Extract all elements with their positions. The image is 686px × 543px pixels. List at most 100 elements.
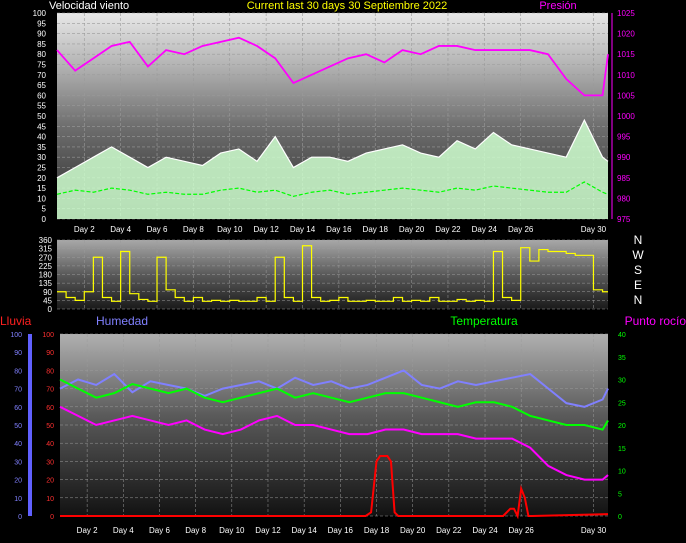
x-tick-label: Day 8 <box>185 526 206 535</box>
temperature-tick-label: 5 <box>618 491 622 498</box>
humidity-tick-label: 70 <box>46 387 54 394</box>
y-tick-label: 40 <box>37 133 46 142</box>
pressure-label: Presión <box>539 0 576 12</box>
wind-pressure-series <box>56 36 609 219</box>
average-wind-line <box>56 181 609 197</box>
x-tick-label: Day 4 <box>110 225 131 234</box>
x-tick-label: Day 10 <box>217 225 243 234</box>
y-tick-label: 85 <box>37 40 46 49</box>
direction-tick-label: 90 <box>43 288 52 297</box>
humidity-tick-label: 80 <box>46 368 54 375</box>
pressure-tick-label: 995 <box>617 133 631 142</box>
temperature-y-axis: 0 5 10 15 20 25 30 35 40 <box>618 332 626 521</box>
humidity-tick-label: 60 <box>46 405 54 412</box>
x-tick-label: Day 2 <box>77 526 98 535</box>
x-tick-label: Day 24 <box>472 225 498 234</box>
x-tick-label: Day 12 <box>255 526 281 535</box>
direction-series <box>57 245 608 302</box>
x-tick-label: Day 22 <box>436 526 462 535</box>
y-tick-label: 35 <box>37 143 46 152</box>
rain-tick-label: 10 <box>14 496 22 503</box>
x-tick-label: Day 26 <box>509 526 535 535</box>
rain-line <box>60 454 609 520</box>
humidity-tick-label: 50 <box>46 423 54 430</box>
wind-x-axis: Day 2 Day 4 Day 6 Day 8 Day 10 Day 12 Day 14 Da… <box>74 225 607 234</box>
x-tick-label: Day 30 <box>581 225 607 234</box>
rain-tick-label: 30 <box>14 459 22 466</box>
pressure-tick-label: 1015 <box>617 50 635 59</box>
y-tick-label: 80 <box>37 50 46 59</box>
x-tick-label: Day 22 <box>435 225 461 234</box>
compass-letter: N <box>634 233 643 247</box>
x-tick-label: Day 20 <box>400 526 426 535</box>
x-tick-label: Day 30 <box>581 526 607 535</box>
x-tick-label: Day 4 <box>113 526 134 535</box>
x-tick-label: Day 12 <box>253 225 279 234</box>
y-tick-label: 25 <box>37 164 46 173</box>
wind-pressure-panel: 0510152025303540455055606570758085909510… <box>33 0 636 234</box>
pressure-tick-label: 1000 <box>617 112 635 121</box>
temperature-tick-label: 35 <box>618 355 626 362</box>
y-tick-label: 90 <box>37 30 46 39</box>
x-tick-label: Day 8 <box>183 225 204 234</box>
dewpoint-label: Punto rocío <box>625 314 686 328</box>
humidity-tick-label: 40 <box>46 441 54 448</box>
humidity-tick-label: 0 <box>50 514 54 521</box>
direction-tick-label: 315 <box>39 245 53 254</box>
direction-tick-label: 0 <box>48 305 53 314</box>
x-tick-label: Day 18 <box>364 526 390 535</box>
compass-letter: E <box>634 278 642 292</box>
y-tick-label: 45 <box>37 122 46 131</box>
dewpoint-line <box>59 405 609 481</box>
wind-speed-label: Velocidad viento <box>49 0 129 12</box>
pressure-tick-label: 990 <box>617 153 631 162</box>
x-tick-label: Day 10 <box>219 526 245 535</box>
pressure-tick-label: 1025 <box>617 9 635 18</box>
y-tick-label: 75 <box>37 61 46 70</box>
temperature-label: Temperatura <box>450 314 518 328</box>
pressure-tick-label: 985 <box>617 174 631 183</box>
humidity-line <box>59 369 609 408</box>
pressure-tick-label: 980 <box>617 194 631 203</box>
rain-tick-label: 50 <box>14 423 22 430</box>
temperature-tick-label: 10 <box>618 469 626 476</box>
x-tick-label: Day 14 <box>290 225 316 234</box>
direction-tick-label: 45 <box>43 296 52 305</box>
humidity-temperature-series <box>59 369 609 520</box>
x-tick-label: Day 20 <box>399 225 425 234</box>
rain-label: Lluvia <box>0 314 32 328</box>
temperature-tick-label: 20 <box>618 423 626 430</box>
humidity-tick-label: 30 <box>46 459 54 466</box>
y-tick-label: 20 <box>37 174 46 183</box>
pressure-line <box>56 36 609 97</box>
x-tick-label: Day 6 <box>147 225 168 234</box>
y-tick-label: 95 <box>37 19 46 28</box>
rain-tick-label: 100 <box>10 332 22 339</box>
rain-tick-label: 20 <box>14 478 22 485</box>
compass-letter: N <box>634 293 643 307</box>
x-tick-label: Day 16 <box>326 225 352 234</box>
compass-letter: W <box>632 248 644 262</box>
temperature-tick-label: 40 <box>618 332 626 339</box>
x-tick-label: Day 18 <box>363 225 389 234</box>
humidity-tick-label: 100 <box>42 332 54 339</box>
y-tick-label: 0 <box>42 215 47 224</box>
humidity-tick-label: 10 <box>46 496 54 503</box>
temperature-tick-label: 15 <box>618 446 626 453</box>
temperature-line <box>59 378 609 431</box>
pressure-tick-label: 975 <box>617 215 631 224</box>
direction-tick-label: 225 <box>39 262 53 271</box>
humidity-tick-label: 20 <box>46 478 54 485</box>
humidity-label: Humedad <box>96 314 148 328</box>
temperature-tick-label: 30 <box>618 378 626 385</box>
direction-line <box>57 245 608 302</box>
rain-axis-bar <box>28 334 32 516</box>
y-tick-label: 50 <box>37 112 46 121</box>
x-tick-label: Day 26 <box>508 225 534 234</box>
rain-tick-label: 0 <box>18 514 22 521</box>
direction-tick-label: 135 <box>39 279 53 288</box>
y-tick-label: 30 <box>37 153 46 162</box>
